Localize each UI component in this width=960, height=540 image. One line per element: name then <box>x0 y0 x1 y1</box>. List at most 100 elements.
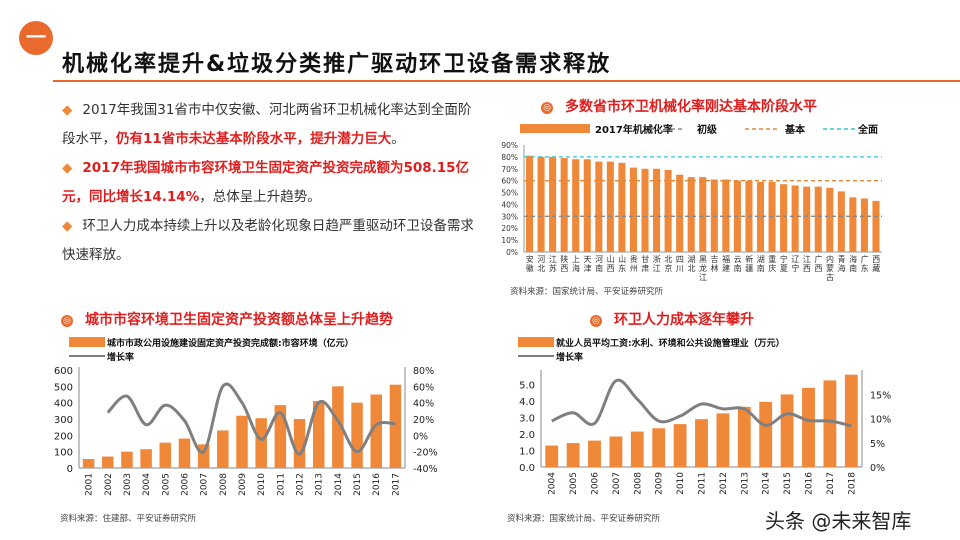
target-icon: ◎ <box>541 102 553 114</box>
x-tick-label: 2005 <box>161 473 171 496</box>
x-tick-label: 天津 <box>584 255 592 273</box>
x-tick-label: 2015 <box>353 473 363 496</box>
legend-swatch-bar <box>518 337 554 347</box>
bar <box>537 156 545 252</box>
bar <box>312 401 325 468</box>
bar <box>814 186 822 252</box>
y-tick-label: 400 <box>54 399 73 410</box>
bar <box>860 198 868 252</box>
bar <box>121 451 133 468</box>
x-tick-label: 河南 <box>595 254 603 273</box>
bullet-item: ◆ 2017年我国31省市中仅安徽、河北两省环卫机械化率达到全面阶段水平，仍有11… <box>62 96 477 154</box>
bar <box>630 431 644 467</box>
bar <box>844 374 858 467</box>
bullet-item: ◆ 2017年我国城市市容环境卫生固定资产投资完成额为508.15亿元，同比增长1… <box>62 154 477 212</box>
legend-swatch-bar <box>520 124 590 133</box>
bullet-text: ，总体呈上升趋势。 <box>199 189 321 205</box>
bar <box>293 419 306 468</box>
x-tick-label: 2012 <box>296 473 306 496</box>
bullet-item: ◆ 环卫人力成本持续上升以及老龄化现象日趋严重驱动环卫设备需求快速释放。 <box>62 212 477 270</box>
x-tick-label: 辽宁 <box>791 255 799 273</box>
bar <box>618 162 626 252</box>
growth-rate-line <box>106 382 396 456</box>
bar <box>676 174 684 252</box>
bar <box>572 159 580 252</box>
x-tick-label: 宁夏 <box>780 254 788 273</box>
y-tick-label: 0.0 <box>519 463 535 474</box>
y2-tick-label: -20% <box>413 448 438 459</box>
x-tick-label: 福建 <box>722 255 730 273</box>
y-tick-label: 600 <box>54 366 73 377</box>
y-tick-label: 4.0 <box>519 397 535 408</box>
x-tick-label: 新疆 <box>745 254 753 273</box>
bar <box>178 438 191 468</box>
chart3-title: 环卫人力成本逐年攀升 <box>614 312 754 328</box>
bar <box>664 169 672 252</box>
x-tick-label: 2016 <box>372 473 382 496</box>
bar <box>695 419 708 467</box>
y-tick-label: 70% <box>501 165 518 174</box>
bar <box>595 161 603 252</box>
x-tick-label: 2008 <box>633 472 643 495</box>
bullet-text: 2017年我国31省市中仅安徽、河北两省环卫机械化率达到全面阶段水平， <box>62 102 472 147</box>
x-tick-label: 2017 <box>826 472 836 495</box>
x-tick-label: 2004 <box>142 473 152 496</box>
diamond-icon: ◆ <box>62 160 73 176</box>
bullet-list: ◆ 2017年我国31省市中仅安徽、河北两省环卫机械化率达到全面阶段水平，仍有11… <box>62 96 477 270</box>
bar <box>389 384 402 468</box>
y-tick-label: 10% <box>501 236 518 245</box>
x-tick-label: 江苏 <box>549 255 557 273</box>
bar <box>641 168 649 252</box>
bar <box>351 402 363 468</box>
x-tick-label: 上海 <box>572 255 580 273</box>
chart1-title: 多数省市环卫机械化率刚达基本阶段水平 <box>565 99 817 115</box>
bar <box>332 386 344 468</box>
legend-label: 增长率 <box>556 351 583 363</box>
bar <box>803 186 811 252</box>
title-divider <box>53 80 960 82</box>
x-tick-label: 广西 <box>814 254 822 273</box>
y-tick-label: 20% <box>501 224 518 233</box>
bar <box>560 158 568 252</box>
y-tick-label: 30% <box>501 212 518 221</box>
y-tick-label: 90% <box>501 141 518 150</box>
bar <box>716 413 730 467</box>
bar <box>370 394 382 468</box>
bar <box>826 187 834 252</box>
bar <box>849 197 857 252</box>
y-tick-label: 40% <box>501 200 518 209</box>
legend-label: 基本 <box>784 123 806 136</box>
x-tick-label: 海南 <box>849 254 857 273</box>
y-tick-label: 80% <box>501 153 518 162</box>
x-tick-label: 2012 <box>719 472 729 495</box>
x-tick-label: 贵州 <box>630 254 638 273</box>
y2-tick-label: 20% <box>413 415 434 426</box>
x-tick-label: 青海 <box>838 254 846 273</box>
bullet-text: 。 <box>391 131 405 147</box>
y-tick-label: 500 <box>54 382 73 393</box>
bar <box>255 418 267 468</box>
legend-label: 城市市政公用设施建设固定资产投资完成额:市容环境（亿元） <box>107 337 354 349</box>
bar <box>588 440 601 467</box>
x-tick-label: 2015 <box>783 472 793 495</box>
x-tick-label: 2017 <box>391 473 401 496</box>
y-tick-label: 200 <box>54 431 73 442</box>
x-tick-label: 安徽 <box>526 254 534 273</box>
bullet-highlight: 仍有11省市未达基本阶段水平，提升潜力巨大 <box>116 131 392 147</box>
target-icon: ◎ <box>590 315 602 327</box>
x-tick-label: 江西 <box>803 255 811 273</box>
bar <box>545 445 559 467</box>
bar <box>82 459 95 468</box>
page-title: 机械化率提升&垃圾分类推广驱动环卫设备需求释放 <box>62 52 612 77</box>
x-tick-label: 2009 <box>655 472 665 495</box>
x-tick-label: 2003 <box>123 473 133 496</box>
x-tick-label: 2009 <box>238 473 248 496</box>
bar <box>629 167 637 252</box>
x-tick-label: 2014 <box>762 472 772 495</box>
watermark: 头条 @未来智库 <box>765 509 912 533</box>
legend-label: 就业人员平均工资:水利、环境和公共设施管理业（万元） <box>556 337 785 349</box>
x-tick-label: 2016 <box>805 472 815 495</box>
bar <box>737 406 751 467</box>
bar <box>673 424 687 467</box>
